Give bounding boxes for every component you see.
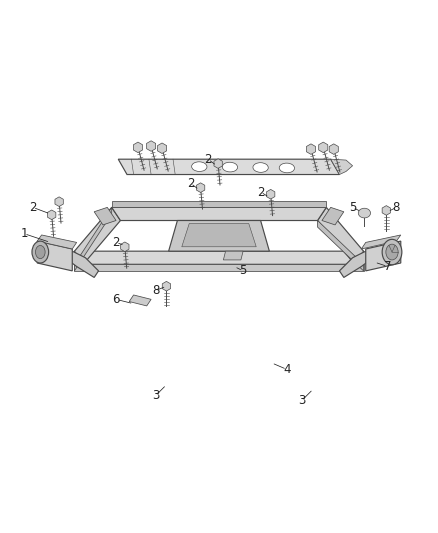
- Text: 3: 3: [152, 389, 159, 402]
- Ellipse shape: [223, 162, 237, 172]
- Polygon shape: [55, 197, 64, 206]
- Polygon shape: [223, 251, 243, 260]
- Polygon shape: [361, 235, 401, 249]
- Ellipse shape: [192, 162, 207, 172]
- Polygon shape: [196, 183, 205, 192]
- Ellipse shape: [32, 241, 49, 263]
- Polygon shape: [74, 251, 364, 264]
- Polygon shape: [118, 159, 339, 174]
- Polygon shape: [74, 207, 112, 271]
- Text: 8: 8: [152, 284, 159, 297]
- Polygon shape: [382, 206, 391, 215]
- Ellipse shape: [386, 244, 398, 260]
- Polygon shape: [307, 144, 315, 155]
- Polygon shape: [112, 207, 326, 221]
- Polygon shape: [47, 210, 56, 220]
- Text: 2: 2: [257, 185, 265, 198]
- Polygon shape: [94, 207, 116, 225]
- Polygon shape: [68, 251, 99, 278]
- Polygon shape: [120, 242, 129, 252]
- Polygon shape: [74, 264, 364, 271]
- Text: 6: 6: [112, 293, 120, 306]
- Polygon shape: [266, 189, 275, 199]
- Text: 2: 2: [112, 236, 120, 249]
- Text: 5: 5: [240, 264, 247, 277]
- Polygon shape: [318, 221, 364, 271]
- Ellipse shape: [279, 163, 294, 173]
- Polygon shape: [214, 159, 223, 168]
- Polygon shape: [134, 142, 142, 152]
- Text: 2: 2: [29, 201, 37, 214]
- Polygon shape: [322, 207, 344, 225]
- Polygon shape: [366, 241, 401, 271]
- Polygon shape: [158, 143, 166, 154]
- Text: 5: 5: [349, 201, 356, 214]
- Polygon shape: [329, 144, 338, 155]
- Text: 4: 4: [283, 363, 291, 376]
- Polygon shape: [162, 281, 171, 291]
- Ellipse shape: [253, 163, 268, 172]
- Text: 3: 3: [299, 393, 306, 407]
- Polygon shape: [37, 235, 77, 249]
- Polygon shape: [339, 251, 370, 278]
- Polygon shape: [319, 142, 328, 152]
- Polygon shape: [74, 207, 120, 264]
- Polygon shape: [182, 223, 256, 247]
- Polygon shape: [331, 159, 353, 174]
- Polygon shape: [37, 241, 72, 271]
- Text: 2: 2: [187, 177, 194, 190]
- Ellipse shape: [382, 239, 402, 265]
- Text: 7: 7: [384, 260, 392, 273]
- Text: 1: 1: [20, 227, 28, 240]
- Text: 2: 2: [204, 152, 212, 166]
- Polygon shape: [169, 221, 269, 251]
- Polygon shape: [147, 141, 155, 151]
- Polygon shape: [112, 201, 326, 207]
- Ellipse shape: [358, 208, 371, 218]
- Text: 8: 8: [393, 201, 400, 214]
- Polygon shape: [318, 207, 364, 264]
- Polygon shape: [129, 295, 151, 306]
- Ellipse shape: [35, 246, 45, 259]
